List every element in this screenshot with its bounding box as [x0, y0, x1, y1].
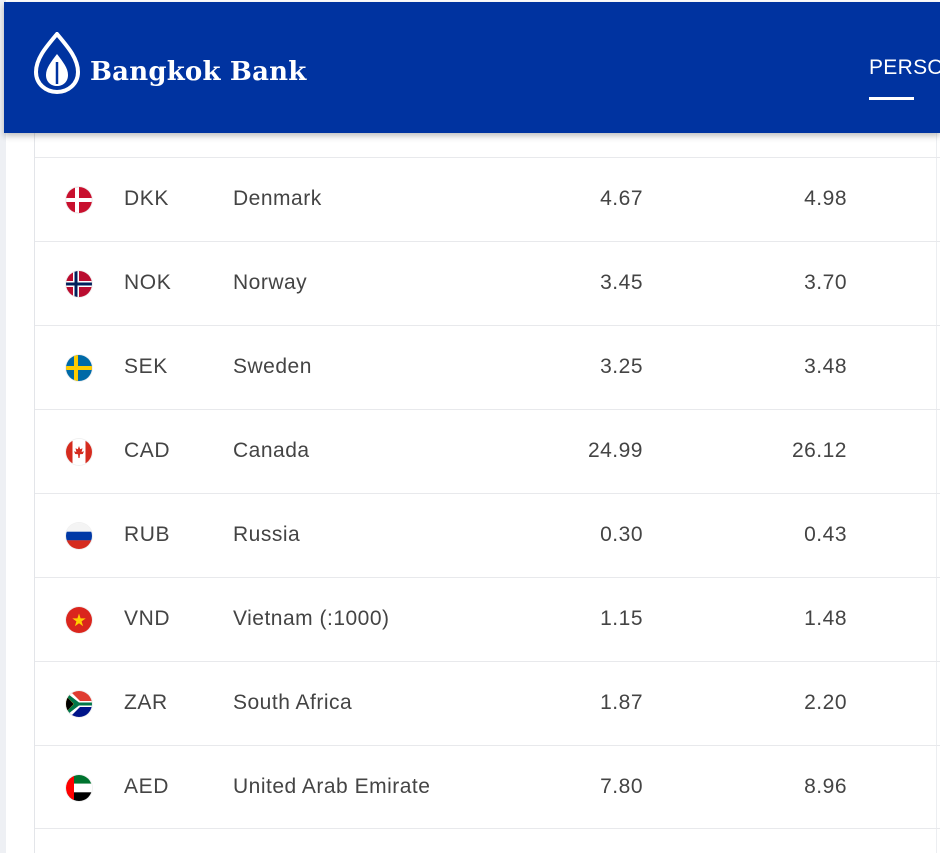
- buying-rate: 3.45: [600, 271, 643, 294]
- currency-code: ZAR: [124, 691, 168, 714]
- table-row: NOK Norway 3.45 3.70: [35, 241, 940, 325]
- selling-rate: 3.48: [804, 355, 847, 378]
- country-name: Russia: [233, 523, 301, 546]
- table-row: RUB Russia 0.30 0.43: [35, 493, 940, 577]
- table-row: AED United Arab Emirate 7.80 8.96: [35, 745, 940, 829]
- currency-code: DKK: [124, 187, 169, 210]
- currency-code: CAD: [124, 439, 171, 462]
- country-name: Sweden: [233, 355, 312, 378]
- country-name: United Arab Emirate: [233, 775, 431, 798]
- selling-rate: 3.70: [804, 271, 847, 294]
- nav-personal[interactable]: PERSO: [869, 56, 940, 79]
- south-africa-flag-icon: [66, 691, 92, 717]
- left-gutter: [0, 0, 6, 853]
- currency-code: RUB: [124, 523, 171, 546]
- denmark-flag-icon: [66, 187, 92, 213]
- currency-code: AED: [124, 775, 169, 798]
- canada-flag-icon: [66, 439, 92, 465]
- country-name: Canada: [233, 439, 310, 462]
- table-row: DKK Denmark 4.67 4.98: [35, 157, 940, 241]
- selling-rate: 1.48: [804, 607, 847, 630]
- vietnam-flag-icon: [66, 607, 92, 633]
- selling-rate: 4.98: [804, 187, 847, 210]
- table-row: ZAR South Africa 1.87 2.20: [35, 661, 940, 745]
- left-divider: [34, 132, 35, 853]
- buying-rate: 3.25: [600, 355, 643, 378]
- table-row: CAD Canada 24.99 26.12: [35, 409, 940, 493]
- country-name: Denmark: [233, 187, 322, 210]
- russia-flag-icon: [66, 523, 92, 549]
- buying-rate: 7.80: [600, 775, 643, 798]
- selling-rate: 8.96: [804, 775, 847, 798]
- norway-flag-icon: [66, 271, 92, 297]
- table-row: VND Vietnam (:1000) 1.15 1.48: [35, 577, 940, 661]
- country-name: Norway: [233, 271, 308, 294]
- nav-active-underline: [869, 97, 914, 100]
- bangkok-bank-logo-icon[interactable]: [34, 32, 80, 94]
- sweden-flag-icon: [66, 355, 92, 381]
- selling-rate: 26.12: [791, 439, 847, 462]
- buying-rate: 1.87: [600, 691, 643, 714]
- table-row: SEK Sweden 3.25 3.48: [35, 325, 940, 409]
- country-name: Vietnam (:1000): [233, 607, 390, 630]
- selling-rate: 0.43: [804, 523, 847, 546]
- exchange-rate-table: DKK Denmark 4.67 4.98 NOK Norway 3.45 3.…: [35, 157, 940, 829]
- currency-code: NOK: [124, 271, 172, 294]
- buying-rate: 0.30: [600, 523, 643, 546]
- buying-rate: 24.99: [587, 439, 643, 462]
- selling-rate: 2.20: [804, 691, 847, 714]
- currency-code: SEK: [124, 355, 168, 378]
- buying-rate: 4.67: [600, 187, 643, 210]
- buying-rate: 1.15: [600, 607, 643, 630]
- uae-flag-icon: [66, 775, 92, 801]
- brand-name[interactable]: Bangkok Bank: [90, 57, 307, 87]
- currency-code: VND: [124, 607, 171, 630]
- country-name: South Africa: [233, 691, 353, 714]
- site-header: Bangkok Bank PERSO: [4, 2, 940, 133]
